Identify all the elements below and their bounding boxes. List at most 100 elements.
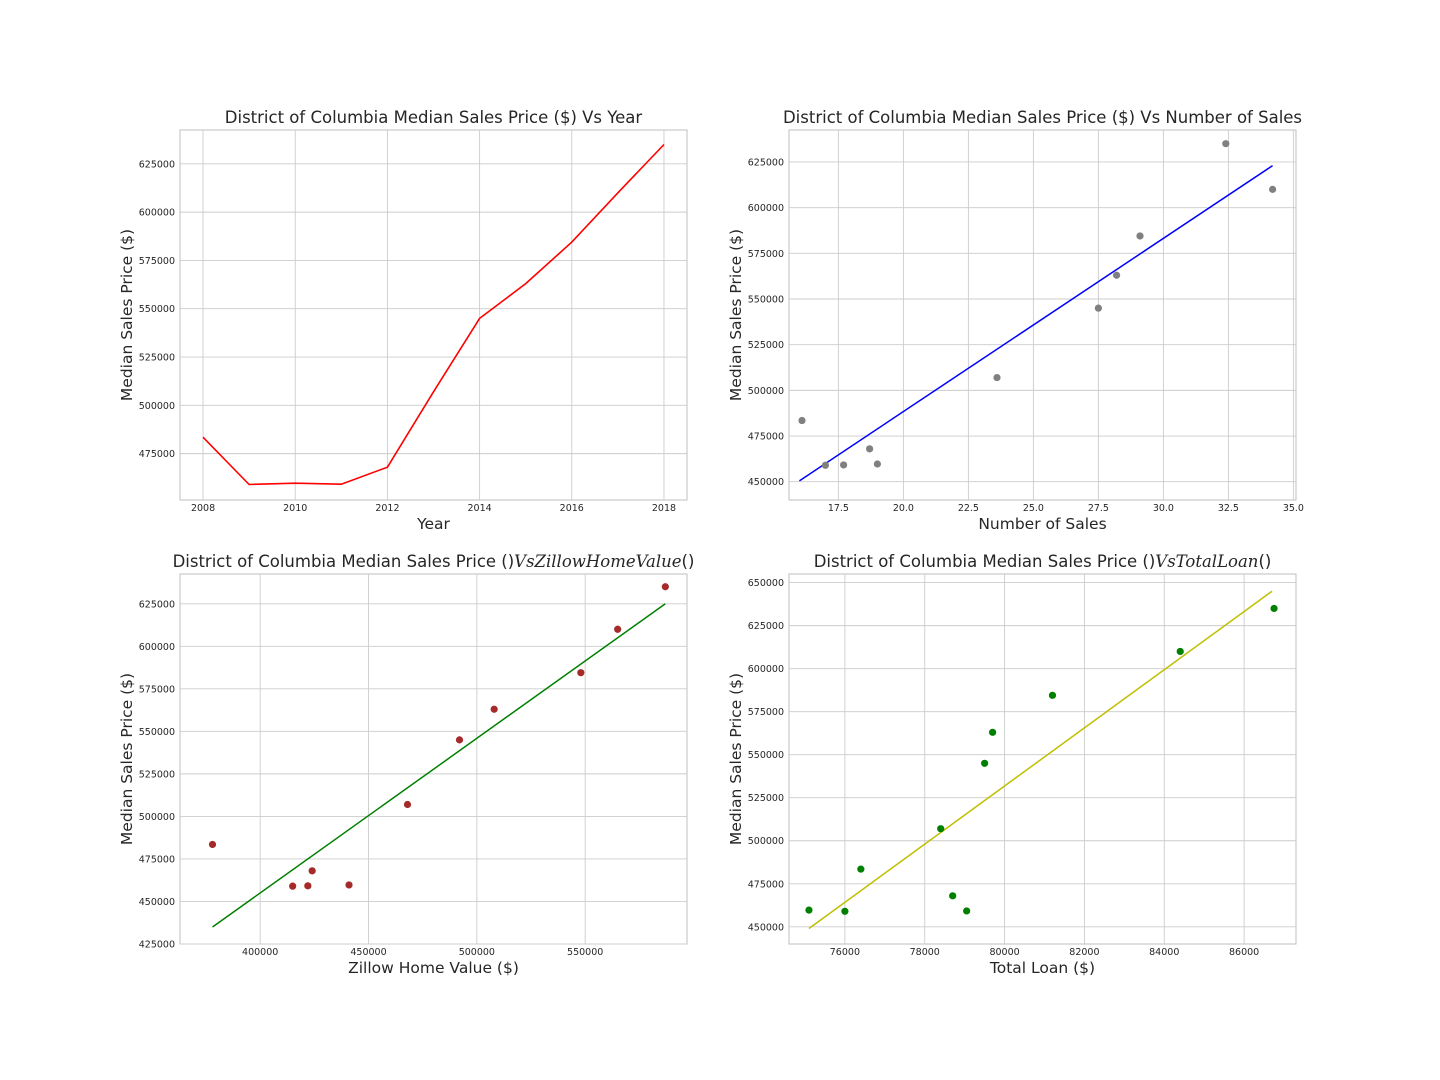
data-point xyxy=(308,867,316,875)
x-tick-label: 2016 xyxy=(560,503,584,514)
x-tick-label: 30.0 xyxy=(1153,503,1174,514)
y-tick-label: 500000 xyxy=(139,812,175,823)
data-point xyxy=(1136,232,1144,240)
x-tick-label: 450000 xyxy=(350,947,386,958)
x-tick-label: 84000 xyxy=(1149,947,1179,958)
series-line xyxy=(202,143,665,486)
x-axis-label: Year xyxy=(416,515,450,533)
x-tick-label: 550000 xyxy=(567,947,603,958)
y-axis-label: Median Sales Price ($) xyxy=(118,673,136,845)
y-tick-label: 575000 xyxy=(139,256,175,267)
chart-title: District of Columbia Median Sales Price … xyxy=(225,108,643,127)
data-point xyxy=(455,736,464,744)
x-tick-label: 35.0 xyxy=(1283,503,1304,514)
y-tick-label: 600000 xyxy=(139,208,175,219)
data-point xyxy=(345,881,353,889)
y-tick-label: 450000 xyxy=(748,477,784,488)
y-axis-label: Median Sales Price ($) xyxy=(727,673,745,845)
y-tick-label: 550000 xyxy=(748,750,784,761)
data-point xyxy=(937,825,945,833)
regression-line xyxy=(808,590,1273,930)
chart-title-math: VsTotalLoan xyxy=(1155,552,1258,571)
y-tick-label: 625000 xyxy=(139,159,175,170)
chart-title: District of Columbia Median Sales Price … xyxy=(814,552,1272,571)
x-axis-label: Number of Sales xyxy=(978,515,1106,533)
chart-title: District of Columbia Median Sales Price … xyxy=(173,552,695,571)
data-point xyxy=(304,882,312,890)
data-point xyxy=(988,728,997,736)
y-tick-label: 575000 xyxy=(139,684,175,695)
y-tick-label: 525000 xyxy=(748,340,784,351)
regression-line xyxy=(798,165,1274,482)
y-tick-label: 550000 xyxy=(139,304,175,315)
y-tick-label: 450000 xyxy=(748,922,784,933)
y-tick-label: 500000 xyxy=(748,836,784,847)
y-tick-label: 550000 xyxy=(748,295,784,306)
data-point xyxy=(289,882,297,890)
x-tick-label: 82000 xyxy=(1069,947,1099,958)
data-point xyxy=(1222,140,1230,148)
chart-4: 76000 78000 80000 82000 84000 86000 450000 4750… xyxy=(727,552,1297,977)
y-tick-label: 650000 xyxy=(748,578,784,589)
y-tick-label: 475000 xyxy=(139,449,175,460)
x-tick-label: 2008 xyxy=(191,503,215,514)
y-tick-label: 625000 xyxy=(139,599,175,610)
data-point xyxy=(963,907,971,915)
x-tick-label: 22.5 xyxy=(958,503,979,514)
data-point xyxy=(840,461,848,469)
y-tick-label: 600000 xyxy=(748,664,784,675)
plot-area xyxy=(788,129,1297,501)
x-tick-label: 2018 xyxy=(652,503,676,514)
y-tick-label: 475000 xyxy=(748,432,784,443)
data-point xyxy=(1048,691,1057,699)
data-point xyxy=(1176,647,1184,656)
x-tick-label: 2010 xyxy=(283,503,307,514)
data-point xyxy=(208,840,217,849)
y-tick-label: 425000 xyxy=(139,940,175,951)
x-tick-label: 32.5 xyxy=(1218,503,1239,514)
data-point xyxy=(490,705,498,713)
x-axis-label: Total Loan ($) xyxy=(989,959,1095,977)
x-tick-label: 78000 xyxy=(910,947,940,958)
y-tick-label: 525000 xyxy=(748,793,784,804)
data-point xyxy=(821,461,830,469)
x-tick-label: 400000 xyxy=(242,947,278,958)
data-point xyxy=(981,759,989,767)
regression-line xyxy=(212,603,666,928)
data-point xyxy=(993,373,1001,382)
y-tick-label: 600000 xyxy=(139,642,175,653)
y-tick-label: 550000 xyxy=(139,727,175,738)
y-tick-label: 575000 xyxy=(748,707,784,718)
data-point xyxy=(873,460,882,468)
data-point xyxy=(857,865,865,873)
y-tick-label: 475000 xyxy=(139,854,175,865)
chart-3: 400000 450000 500000 550000 425000 450000 4750… xyxy=(118,552,694,977)
chart-title: District of Columbia Median Sales Price … xyxy=(783,108,1302,127)
data-point xyxy=(577,669,585,677)
x-tick-label: 25.0 xyxy=(1023,503,1044,514)
x-tick-label: 2014 xyxy=(467,503,491,514)
y-tick-label: 575000 xyxy=(748,249,784,260)
y-axis-label: Median Sales Price ($) xyxy=(727,229,745,401)
data-point xyxy=(403,800,412,809)
data-point xyxy=(614,625,622,633)
x-tick-label: 86000 xyxy=(1229,947,1259,958)
x-tick-label: 17.5 xyxy=(828,503,849,514)
x-tick-label: 80000 xyxy=(989,947,1019,958)
y-tick-label: 625000 xyxy=(748,157,784,168)
y-tick-label: 625000 xyxy=(748,621,784,632)
data-point xyxy=(1094,304,1102,312)
x-tick-label: 20.0 xyxy=(893,503,914,514)
data-point xyxy=(949,892,957,900)
data-point xyxy=(866,445,874,453)
data-point xyxy=(805,906,813,914)
plot-area xyxy=(179,573,688,945)
y-tick-label: 525000 xyxy=(139,769,175,780)
y-tick-label: 475000 xyxy=(748,879,784,890)
data-point xyxy=(661,583,669,591)
x-axis-label: Zillow Home Value ($) xyxy=(348,959,519,977)
data-point xyxy=(841,907,849,915)
y-tick-label: 500000 xyxy=(748,386,784,397)
x-tick-label: 76000 xyxy=(830,947,860,958)
